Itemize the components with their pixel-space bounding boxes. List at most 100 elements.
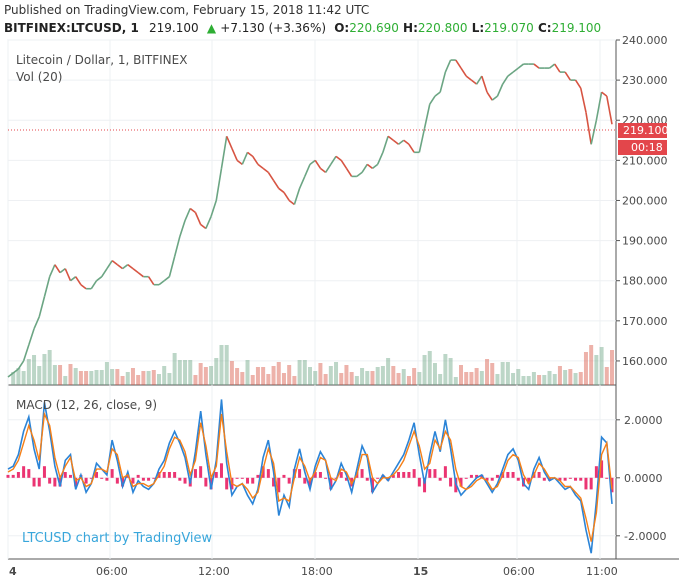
price-segment: [444, 59, 452, 73]
macd-histogram-bar: [449, 477, 453, 487]
volume-bar: [21, 371, 26, 385]
macd-histogram-bar: [209, 477, 213, 490]
price-tick-label: 190.000: [622, 235, 668, 248]
macd-histogram-bar: [277, 477, 281, 493]
price-segment: [231, 147, 238, 161]
volume-bar: [521, 376, 526, 385]
volume-bar: [58, 365, 63, 385]
volume-bar: [578, 372, 583, 385]
macd-histogram-bar: [95, 472, 99, 478]
countdown-tag: 00:18: [631, 141, 663, 154]
volume-bar: [318, 363, 323, 385]
price-segment: [122, 264, 129, 270]
volume-bar: [552, 374, 557, 385]
volume-bar: [52, 365, 57, 385]
macd-histogram-bar: [402, 472, 406, 478]
macd-histogram-bar: [266, 469, 270, 478]
macd-histogram-bar: [147, 477, 151, 481]
macd-histogram-bar: [495, 474, 499, 478]
volume-bar: [380, 366, 385, 385]
macd-histogram-bar: [27, 469, 31, 478]
volume-bar: [167, 373, 172, 385]
price-tick-label: 200.000: [622, 194, 668, 207]
macd-histogram-bar: [115, 477, 119, 484]
price-segment: [460, 67, 467, 77]
price-segment: [439, 71, 447, 93]
macd-histogram-bar: [433, 469, 437, 478]
price-segment: [340, 159, 348, 169]
low-value: 219.070: [484, 21, 534, 35]
price-segment: [361, 163, 368, 173]
price-segment: [382, 136, 389, 153]
price-segment: [606, 96, 613, 125]
price-segment: [147, 276, 155, 286]
macd-histogram-bar: [272, 477, 276, 487]
price-segment: [517, 63, 524, 69]
price-segment: [278, 187, 285, 194]
price-segment: [366, 163, 373, 170]
volume-bar: [594, 355, 599, 385]
volume-bar: [297, 360, 302, 385]
volume-bar: [453, 377, 458, 385]
price-tick-label: 180.000: [622, 275, 668, 288]
price-segment: [189, 207, 196, 214]
volume-bars: [11, 345, 614, 385]
macd-histogram-bar: [136, 474, 140, 478]
macd-histogram-bar: [42, 466, 46, 478]
price-tick-label: 210.000: [622, 154, 668, 167]
price-segment: [595, 92, 603, 121]
price-segment: [205, 216, 212, 229]
price-tick-label: 240.000: [622, 34, 668, 47]
price-segment: [403, 139, 410, 145]
macd-histogram-bar: [121, 477, 125, 487]
volume-bar: [391, 366, 396, 385]
volume-bar: [573, 373, 578, 385]
macd-histogram-bar: [313, 472, 317, 478]
price-segment: [319, 167, 327, 174]
macd-label: MACD (12, 26, close, 9): [16, 398, 157, 412]
volume-bar: [542, 375, 547, 385]
price-segment: [486, 91, 493, 101]
volume-bar: [396, 373, 401, 385]
macd-histogram-bar: [589, 477, 593, 490]
volume-bar: [349, 372, 354, 385]
price-segment: [481, 75, 488, 93]
price-segment: [512, 67, 519, 73]
macd-histogram-bar: [178, 477, 182, 481]
macd-histogram-bar: [324, 477, 328, 479]
last-price: 219.100: [149, 21, 199, 35]
published-line: Published on TradingView.com, February 1…: [4, 3, 370, 17]
macd-histogram-bar: [407, 472, 411, 478]
price-segment: [564, 71, 572, 81]
price-segment: [17, 360, 25, 370]
volume-label: Vol (20): [16, 70, 62, 84]
macd-axis-labels: 2.0000 0.0000 -2.0000: [616, 414, 666, 543]
volume-bar: [583, 352, 588, 385]
price-segment: [75, 276, 82, 286]
macd-histogram-bar: [246, 477, 250, 484]
macd-histogram-bar: [391, 474, 395, 478]
price-segment: [252, 155, 259, 165]
watermark[interactable]: LTCUSD chart by TradingView: [22, 531, 213, 546]
macd-series: [6, 399, 614, 554]
volume-bar: [479, 371, 484, 385]
price-segment: [314, 159, 322, 169]
volume-bar: [308, 367, 312, 385]
volume-bar: [438, 374, 443, 385]
macd-histogram-bar: [339, 472, 343, 478]
volume-bar: [485, 359, 490, 385]
price-segment: [106, 260, 113, 270]
volume-bar: [339, 373, 344, 385]
macd-histogram-bar: [376, 477, 380, 479]
change-value: +7.130 (+3.36%): [220, 21, 327, 35]
volume-bar: [78, 371, 83, 385]
price-segment: [80, 284, 87, 290]
volume-bar: [141, 371, 146, 385]
volume-bar: [198, 363, 203, 385]
price-segment: [236, 159, 243, 165]
macd-histogram-bar: [162, 472, 166, 478]
volume-bar: [94, 370, 99, 385]
macd-histogram-bar: [412, 469, 416, 478]
volume-bar: [344, 365, 349, 385]
